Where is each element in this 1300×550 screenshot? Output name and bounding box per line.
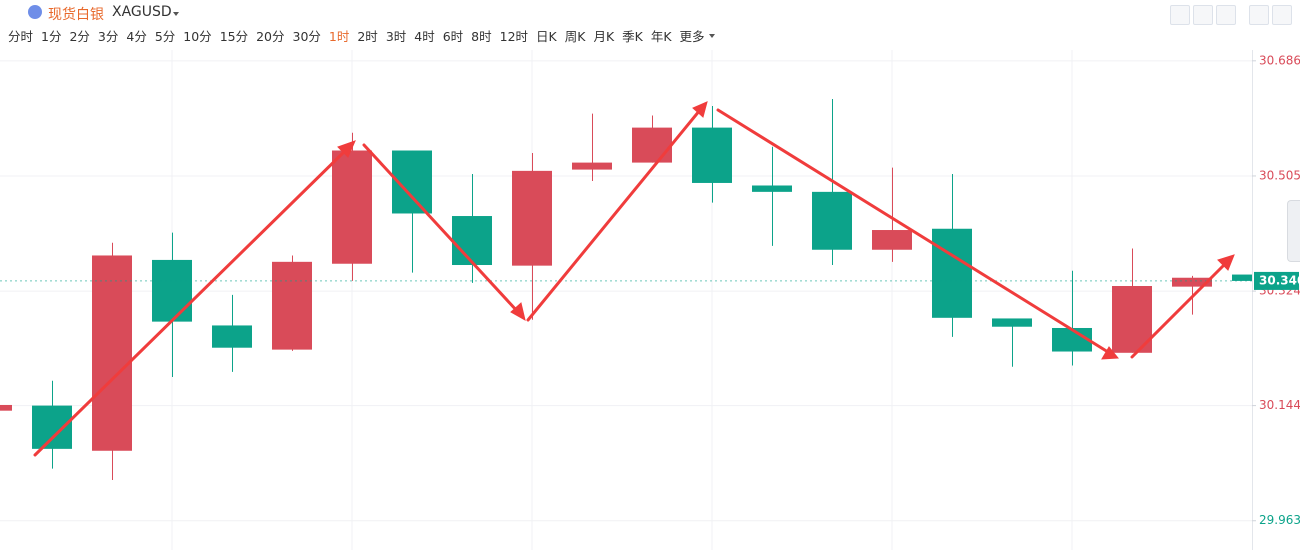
symbol-code[interactable]: XAGUSD [112, 4, 172, 20]
candle-body [1172, 277, 1212, 287]
period-tab[interactable]: 4时 [414, 29, 435, 44]
candle-body [0, 404, 12, 411]
period-tab[interactable]: 周K [564, 29, 586, 44]
period-tab[interactable]: 1分 [41, 29, 62, 44]
tool-button[interactable] [1216, 5, 1236, 25]
period-tab[interactable]: 2时 [357, 29, 378, 44]
symbol-name[interactable]: 现货白银 [48, 7, 104, 23]
period-tab[interactable]: 更多 [679, 29, 705, 44]
candle-body [932, 228, 972, 318]
trend-arrow [716, 108, 1110, 354]
candle-body [872, 230, 912, 250]
candle-body [512, 170, 552, 266]
trend-arrow [362, 143, 520, 314]
period-tab[interactable]: 2分 [69, 29, 90, 44]
period-tab[interactable]: 30分 [292, 29, 321, 44]
header: 现货白银 XAGUSD [0, 0, 1300, 25]
arrow-head [692, 101, 708, 118]
trend-arrow [526, 108, 702, 322]
arrow-head [337, 140, 356, 158]
candles [0, 98, 1252, 481]
more-caret [708, 34, 715, 38]
candle-body [212, 325, 252, 348]
candle-body [1232, 274, 1252, 281]
grid [0, 50, 1252, 550]
candle-body [572, 162, 612, 170]
tool-button[interactable] [1170, 5, 1190, 25]
period-tab[interactable]: 分时 [8, 29, 34, 44]
candle-body [332, 150, 372, 264]
candle-body [92, 255, 132, 451]
period-tab[interactable]: 3时 [385, 29, 407, 44]
candle-body [692, 127, 732, 183]
tool-button[interactable] [1249, 5, 1269, 25]
candle-body [812, 191, 852, 250]
period-tab[interactable]: 4分 [126, 29, 147, 44]
period-tab[interactable]: 12时 [499, 29, 529, 44]
trend-arrow [33, 148, 348, 457]
period-tab[interactable]: 年K [650, 29, 672, 44]
candle-body [752, 185, 792, 192]
symbol-dropdown[interactable] [173, 12, 179, 16]
period-tab[interactable]: 8时 [471, 29, 492, 44]
period-tab[interactable]: 1时 [328, 29, 350, 44]
last-price-tag [1254, 271, 1299, 290]
arrow-head [1101, 346, 1120, 360]
period-tab[interactable]: 20分 [256, 29, 285, 44]
tool-button[interactable] [1272, 5, 1292, 25]
period-tab[interactable]: 5分 [154, 29, 176, 44]
period-tab[interactable]: 3分 [97, 29, 119, 44]
side-panel-toggle[interactable] [1287, 200, 1300, 262]
period-tab[interactable]: 月K [593, 29, 615, 44]
candle-body [32, 405, 72, 449]
candle-body [632, 127, 672, 163]
period-tab[interactable]: 季K [622, 29, 643, 44]
y-tick-label: 29.963 [1259, 513, 1300, 527]
annotations [33, 101, 1235, 457]
candle-body [452, 216, 492, 266]
candle-body [272, 261, 312, 350]
period-tab[interactable]: 日K [536, 29, 557, 44]
arrow-head [510, 302, 526, 322]
candle-body [152, 259, 192, 322]
y-tick-label: 30.144 [1259, 398, 1300, 412]
tool-button[interactable] [1193, 5, 1213, 25]
y-tick-label: 30.505 [1259, 168, 1300, 182]
period-tab[interactable]: 10分 [183, 29, 212, 44]
y-tick-label: 30.686 [1259, 53, 1300, 67]
arrow-head [1217, 254, 1235, 271]
symbol-icon [28, 5, 42, 19]
trend-arrow [1130, 261, 1228, 359]
candle-body [992, 318, 1032, 327]
candle-body [1052, 327, 1092, 352]
last-price-label: 30.340 [1259, 273, 1300, 287]
period-tab[interactable]: 15分 [219, 29, 249, 44]
period-tabs: 分时 1分 2分 3分 4分 5分 10分 15分 20分 30分 1时 2时 3时 4时 6时 8时 12时日… [4, 27, 719, 47]
period-tab[interactable]: 6时 [442, 29, 464, 44]
